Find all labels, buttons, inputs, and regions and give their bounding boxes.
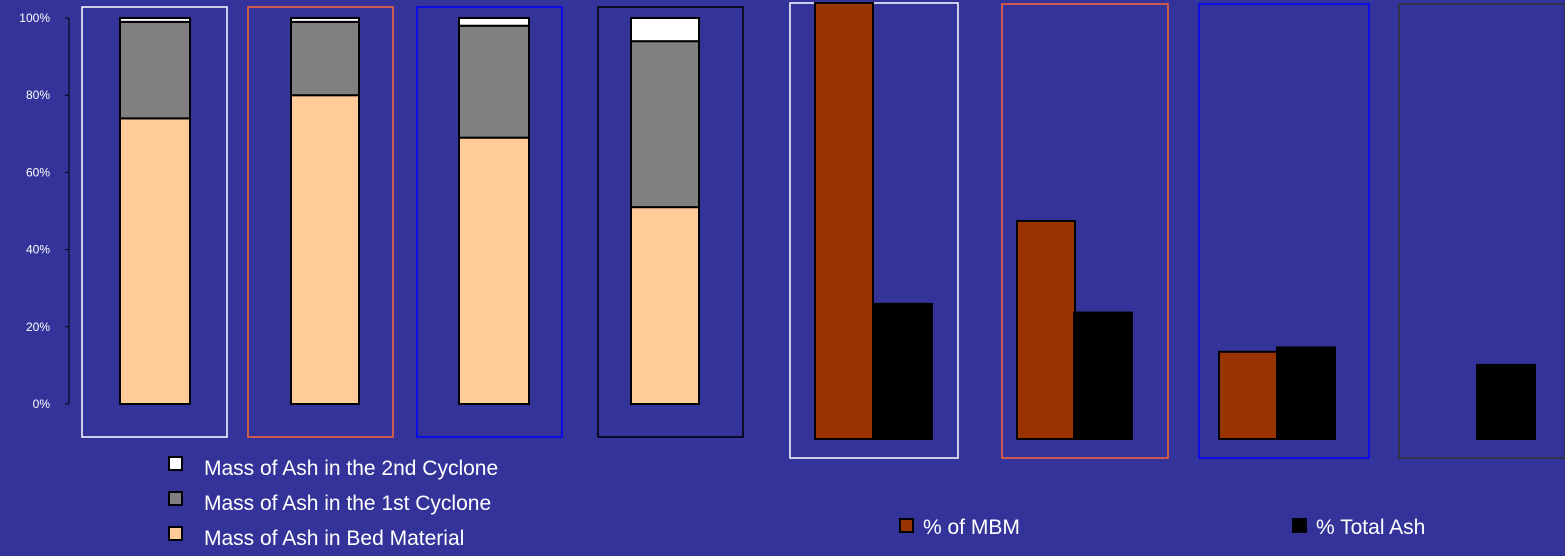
legend-swatch-bed [168,526,183,541]
bar-segment [458,24,530,139]
y-tick-label: 60% [26,165,50,179]
bar-segment [630,40,700,209]
y-tick-label: 80% [26,88,50,102]
chart-frame [597,6,744,438]
bar-total-ash [1276,346,1336,440]
y-tick-label: 100% [19,11,50,25]
legend-mass: Mass of Ash in the 2nd Cyclone Mass of A… [168,456,498,550]
bar-segment [458,136,530,405]
legend-item-bed: Mass of Ash in Bed Material [168,526,464,550]
legend-swatch-cyclone1 [168,491,183,506]
legend-label-total-ash: % Total Ash [1316,516,1425,539]
legend-label-bed: Mass of Ash in Bed Material [204,527,464,550]
legend-item-cyclone2: Mass of Ash in the 2nd Cyclone [168,456,498,480]
bar-segment [119,20,191,120]
stacked-bar-groups [81,6,744,438]
legend-label-cyclone2: Mass of Ash in the 2nd Cyclone [204,457,498,480]
legend-swatch-total-ash [1292,518,1307,533]
bar-mbm [1218,350,1278,440]
bar-segment [630,206,700,405]
chart-frame [1001,3,1169,459]
y-axis: 0% 20% 40% 60% 80% 100% [19,11,70,411]
bar-mbm [1016,220,1076,440]
chart-frame [247,6,394,438]
y-tick-label: 20% [26,320,50,334]
bar-total-ash [1476,363,1536,441]
y-tick-label: 40% [26,243,50,257]
legend-label-mbm: % of MBM [923,516,1020,539]
grouped-bar-groups [789,2,1565,459]
bar-segment [290,20,360,97]
bar-segment [290,17,360,23]
bar-total-ash [873,302,933,440]
bar-mbm [814,2,874,440]
bar-segment [630,17,700,43]
y-tick-label: 0% [33,397,51,411]
chart-frame [81,6,228,438]
bar-segment [119,117,191,406]
legend-item-total-ash: % Total Ash [1292,516,1425,539]
bar-total-ash [1073,311,1133,440]
percentage-bar-chart [789,2,1565,459]
chart-frame [1198,3,1370,459]
bar-segment [290,94,360,405]
stacked-mass-chart: 0% 20% 40% 60% 80% 100% [19,6,744,438]
chart-frame [1398,3,1565,459]
legend-label-cyclone1: Mass of Ash in the 1st Cyclone [204,492,491,515]
legend-swatch-mbm [899,518,914,533]
legend-item-mbm: % of MBM [899,516,1020,539]
legend-item-cyclone1: Mass of Ash in the 1st Cyclone [168,491,491,515]
bar-segment [119,17,191,23]
chart-frame [416,6,563,438]
legend-swatch-cyclone2 [168,456,183,471]
legend-percentages: % of MBM % Total Ash [899,516,1425,539]
bar-segment [458,17,530,27]
